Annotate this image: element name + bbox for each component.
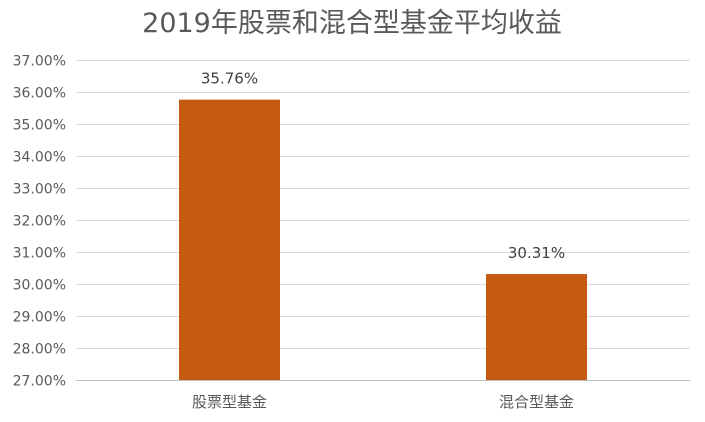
y-tick-label: 37.00% bbox=[13, 54, 66, 70]
y-tick-label: 29.00% bbox=[13, 310, 66, 326]
y-tick-label: 27.00% bbox=[13, 374, 66, 390]
gridlines bbox=[76, 60, 690, 381]
bars bbox=[179, 99, 587, 381]
y-tick-label: 28.00% bbox=[13, 342, 66, 358]
chart-title: 2019年股票和混合型基金平均收益 bbox=[142, 8, 562, 39]
y-axis-tick-labels: 27.00% 28.00% 29.00% 30.00% 31.00% 32.00% 33.0… bbox=[13, 54, 66, 390]
y-tick-label: 30.00% bbox=[13, 278, 66, 294]
y-tick-label: 36.00% bbox=[13, 86, 66, 102]
y-tick-label: 31.00% bbox=[13, 246, 66, 262]
category-label: 股票型基金 bbox=[192, 393, 267, 411]
category-label: 混合型基金 bbox=[499, 393, 574, 411]
data-label: 30.31% bbox=[508, 244, 565, 262]
data-labels: 35.76% 30.31% bbox=[201, 70, 565, 262]
y-tick-label: 35.00% bbox=[13, 118, 66, 134]
bar bbox=[179, 99, 280, 381]
y-tick-label: 33.00% bbox=[13, 182, 66, 198]
y-tick-label: 34.00% bbox=[13, 150, 66, 166]
bar bbox=[486, 274, 587, 380]
x-axis-category-labels: 股票型基金 混合型基金 bbox=[192, 393, 574, 411]
y-tick-label: 32.00% bbox=[13, 214, 66, 230]
data-label: 35.76% bbox=[201, 70, 258, 88]
